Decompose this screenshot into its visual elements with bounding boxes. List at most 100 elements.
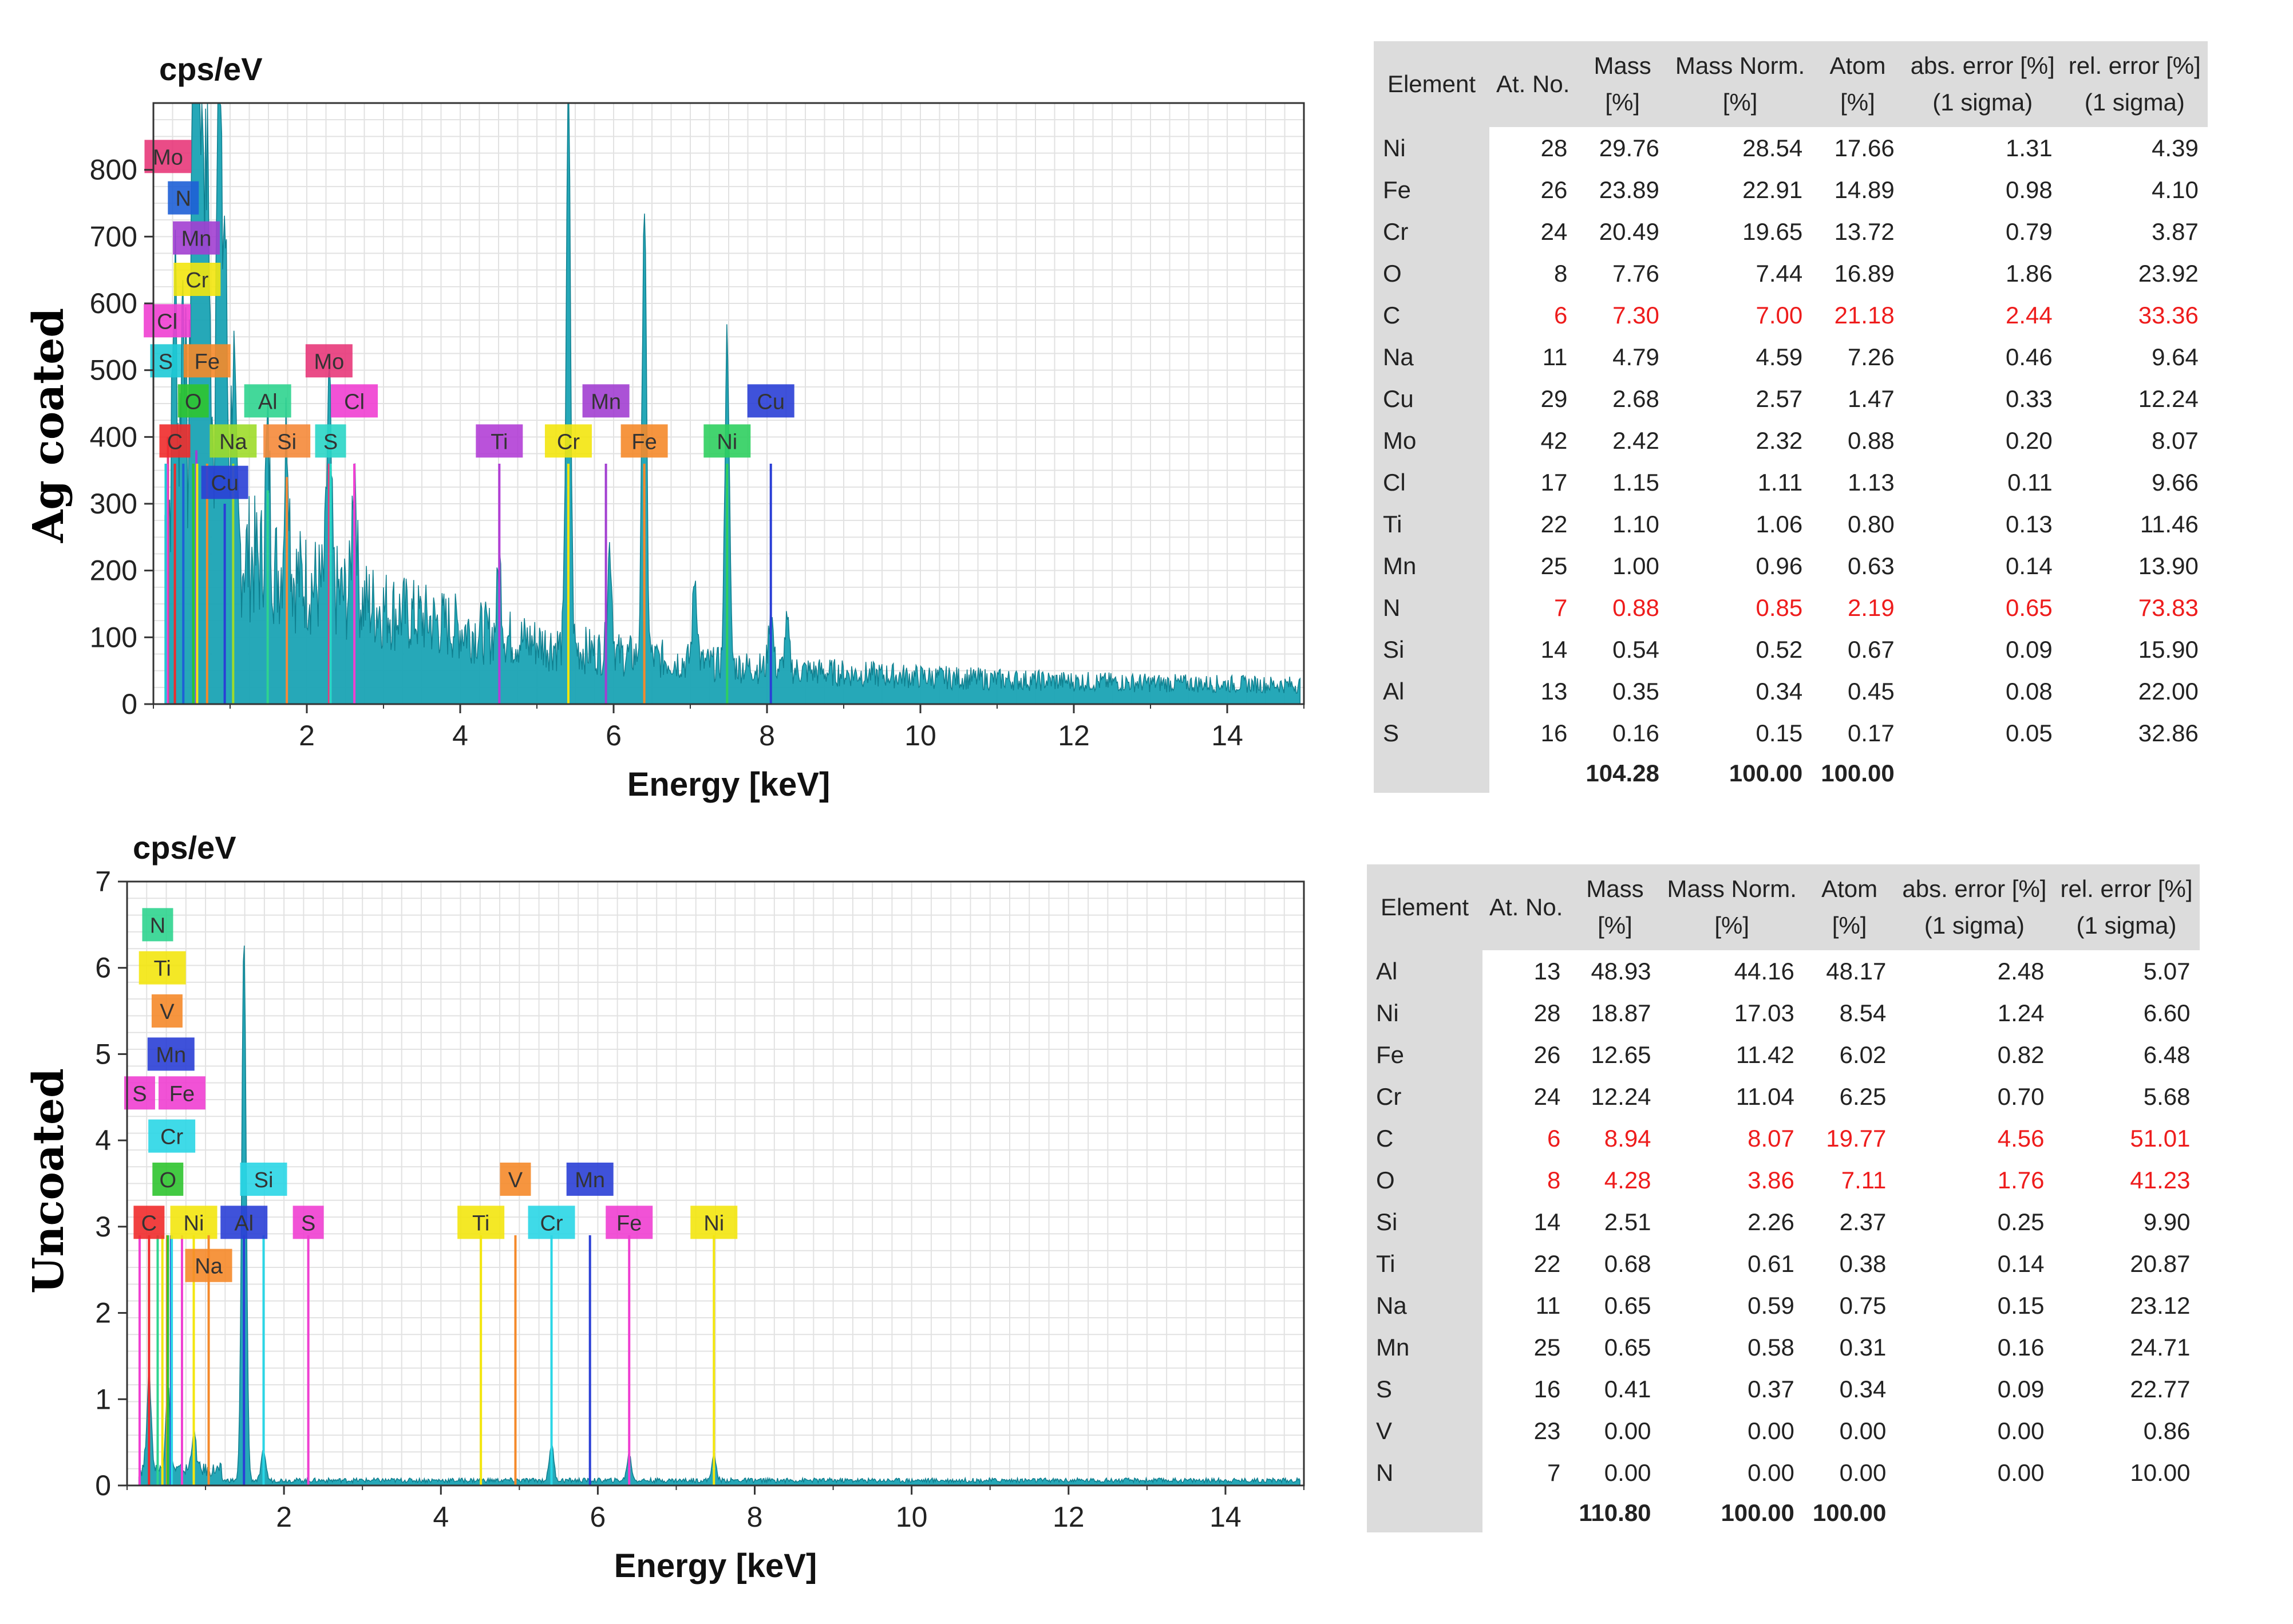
y-tick-label: 500 xyxy=(90,354,137,386)
total-mass: 110.80 xyxy=(1579,1499,1651,1526)
cell-mass: 29.76 xyxy=(1599,134,1659,161)
column-header: At. No. xyxy=(1482,864,1570,950)
element-marker-label: Cr xyxy=(160,1125,183,1149)
cell-atom: 7.11 xyxy=(1841,1166,1887,1194)
cell-mass-norm: 28.54 xyxy=(1742,134,1803,161)
cell-rel-err: 33.36 xyxy=(2138,301,2199,329)
cell-mass-norm: 1.11 xyxy=(1757,468,1803,496)
element-marker-box xyxy=(148,1119,196,1153)
element-marker-box xyxy=(159,424,191,458)
column-header-unit: (1 sigma) xyxy=(2084,89,2185,116)
cell-at-no: 13 xyxy=(1533,957,1561,985)
element-marker: Cl xyxy=(144,304,191,704)
element-marker: Ti xyxy=(139,951,186,1485)
cell-at-no: 14 xyxy=(1540,635,1568,663)
element-marker: Cu xyxy=(201,465,248,704)
cell-rel-err: 24.71 xyxy=(2130,1333,2191,1361)
cell-element: S xyxy=(1367,1368,1482,1410)
cell-atom: 16.89 xyxy=(1834,259,1895,287)
element-marker-label: O xyxy=(185,390,202,414)
cell-at-no: 25 xyxy=(1533,1333,1561,1361)
table-row: Ni 28 18.87 17.03 8.54 1.24 6.60 xyxy=(1367,992,2200,1034)
element-marker: Ti xyxy=(476,424,523,704)
cell-mass: 20.49 xyxy=(1599,218,1659,245)
cell-at-no: 22 xyxy=(1533,1250,1561,1277)
cell-rel-err: 22.00 xyxy=(2138,677,2199,705)
cell-atom: 0.63 xyxy=(1847,552,1895,579)
element-marker-box xyxy=(177,384,209,418)
cell-abs-err: 0.14 xyxy=(1997,1250,2045,1277)
total-atom: 100.00 xyxy=(1812,1499,1887,1526)
element-marker-box xyxy=(151,994,183,1028)
element-marker: S xyxy=(124,1076,155,1485)
cell-atom: 19.77 xyxy=(1826,1124,1887,1152)
table-header-row: Element At. No. Mass [%] Mass Norm. [%] Atom [%… xyxy=(1374,41,2208,127)
cell-rel-err: 32.86 xyxy=(2138,719,2199,746)
cell-at-no: 26 xyxy=(1533,1041,1561,1068)
element-marker: Ti xyxy=(457,1206,505,1485)
element-marker: O xyxy=(152,1162,184,1485)
cell-atom: 2.19 xyxy=(1847,594,1895,621)
element-marker-label: S xyxy=(132,1082,147,1106)
cell-mass-norm: 0.52 xyxy=(1756,635,1803,663)
x-axis-label: Energy [keV] xyxy=(614,1547,817,1585)
element-marker: N xyxy=(142,908,173,1485)
element-marker-label: V xyxy=(508,1168,523,1192)
cell-element: C xyxy=(1374,294,1489,336)
total-empty-cell xyxy=(1489,754,1576,793)
table-row: Si 14 0.54 0.52 0.67 0.09 15.90 xyxy=(1374,629,2208,670)
cell-at-no: 16 xyxy=(1533,1375,1561,1402)
table-row: O 8 7.76 7.44 16.89 1.86 23.92 xyxy=(1374,252,2208,294)
y-tick-label: 2 xyxy=(95,1297,111,1329)
cell-atom: 17.66 xyxy=(1834,134,1895,161)
cell-element: O xyxy=(1374,252,1489,294)
cell-abs-err: 2.48 xyxy=(1997,957,2045,985)
table-row: Mo 42 2.42 2.32 0.88 0.20 8.07 xyxy=(1374,420,2208,461)
element-marker-box xyxy=(201,465,248,499)
cell-mass-norm: 0.00 xyxy=(1748,1417,1794,1444)
element-marker-box xyxy=(476,424,523,458)
column-header-label: rel. error [%] xyxy=(2060,875,2193,902)
totals-row: 110.80 100.00 100.00 xyxy=(1367,1493,2200,1532)
cell-atom: 0.67 xyxy=(1847,635,1895,663)
cell-element: C xyxy=(1367,1117,1482,1159)
table-row: Fe 26 12.65 11.42 6.02 0.82 6.48 xyxy=(1367,1034,2200,1076)
x-tick-label: 12 xyxy=(1053,1501,1085,1533)
cell-at-no: 26 xyxy=(1540,176,1568,203)
cell-element: Ni xyxy=(1374,127,1489,169)
x-tick-label: 6 xyxy=(590,1501,606,1533)
element-marker: Ni xyxy=(690,1206,738,1485)
cell-element: O xyxy=(1367,1159,1482,1201)
cell-element: Na xyxy=(1367,1285,1482,1326)
cell-abs-err: 1.76 xyxy=(1997,1166,2045,1194)
y-tick-label: 700 xyxy=(90,220,137,252)
cell-mass: 0.41 xyxy=(1604,1375,1651,1402)
cell-mass: 0.65 xyxy=(1604,1333,1651,1361)
cell-rel-err: 9.90 xyxy=(2143,1208,2191,1235)
element-marker-label: Cr xyxy=(557,430,580,454)
cell-mass: 2.51 xyxy=(1604,1208,1651,1235)
grid xyxy=(126,881,1304,1486)
cell-element: Si xyxy=(1367,1201,1482,1243)
total-empty-cell xyxy=(1374,754,1489,793)
cell-rel-err: 5.07 xyxy=(2143,957,2191,985)
element-marker-label: N xyxy=(176,187,191,211)
cell-element: Mn xyxy=(1374,545,1489,587)
element-marker-box xyxy=(244,384,291,418)
column-header: Element xyxy=(1374,41,1489,127)
element-marker-label: Cu xyxy=(757,390,785,414)
element-marker-box xyxy=(566,1162,614,1196)
cell-rel-err: 73.83 xyxy=(2138,594,2199,621)
cell-mass-norm: 19.65 xyxy=(1742,218,1803,245)
cell-rel-err: 12.24 xyxy=(2138,385,2199,412)
cell-rel-err: 23.12 xyxy=(2130,1291,2191,1319)
cell-at-no: 13 xyxy=(1540,677,1568,705)
cell-mass: 0.68 xyxy=(1604,1250,1651,1277)
cell-abs-err: 0.25 xyxy=(1997,1208,2045,1235)
table-row: C 6 8.94 8.07 19.77 4.56 51.01 xyxy=(1367,1117,2200,1159)
element-marker-label: Fe xyxy=(631,430,657,454)
element-marker-label: Fe xyxy=(616,1211,642,1235)
cell-rel-err: 3.87 xyxy=(2152,218,2199,245)
cell-abs-err: 0.15 xyxy=(1997,1291,2045,1319)
cell-abs-err: 0.79 xyxy=(2006,218,2053,245)
